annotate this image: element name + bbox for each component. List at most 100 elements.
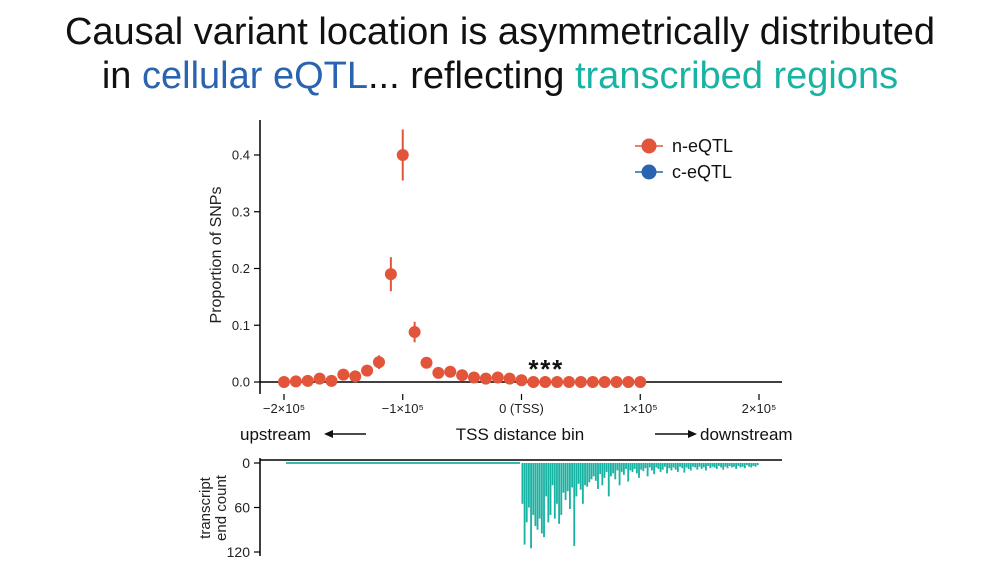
transcript-bar (594, 463, 597, 481)
transcript-bar (575, 463, 578, 497)
n-eqtl-point (479, 372, 492, 385)
n-eqtl-point (456, 369, 469, 382)
transcript-bar (720, 463, 722, 468)
n-eqtl-point (432, 366, 445, 379)
transcript-bar (571, 463, 573, 488)
transcript-bars (521, 463, 759, 549)
transcript-bar (707, 463, 710, 466)
transcript-bar (599, 463, 602, 475)
n-eqtl-point (361, 364, 374, 377)
transcript-bar (681, 463, 684, 469)
x-tick-label: 1×10⁵ (623, 401, 658, 416)
transcript-bar (549, 463, 552, 515)
transcript-bar (577, 463, 580, 484)
n-eqtl-point (444, 365, 457, 378)
transcript-bar (679, 463, 681, 467)
transcript-bar (655, 463, 658, 468)
transcript-bar (737, 463, 740, 466)
transcript-bar (705, 463, 707, 471)
transcript-bar (525, 463, 528, 523)
y-tick-label: 0.2 (232, 261, 250, 276)
transcript-bar (586, 463, 589, 487)
transcript-bar (543, 463, 545, 538)
transcript-bar (603, 463, 606, 478)
x-tick-label: −1×10⁵ (382, 401, 424, 416)
x-ticks: −2×10⁵ −1×10⁵ 0 (TSS) 1×10⁵ 2×10⁵ (263, 394, 776, 416)
n-eqtl-point (598, 376, 611, 388)
n-eqtl-point (373, 356, 385, 369)
legend-label-n-eqtl: n-eQTL (672, 136, 733, 156)
transcript-bar (607, 463, 610, 497)
transcript-bar (735, 463, 738, 469)
transcript-bar (653, 463, 656, 475)
transcript-bar (545, 463, 548, 497)
transcript-bar (560, 463, 563, 515)
transcript-bar (569, 463, 571, 509)
transcript-bar (724, 463, 727, 467)
transcript-bar (668, 463, 671, 469)
n-eqtl-point (408, 326, 421, 339)
transcript-bar (743, 463, 746, 469)
transcript-bar (702, 463, 705, 468)
transcript-bar (625, 463, 627, 469)
n-eqtl-point (610, 376, 623, 388)
significance-asterisk: * (540, 354, 551, 384)
transcript-bar (618, 463, 621, 486)
n-eqtl-point (622, 376, 635, 388)
transcript-bar (657, 463, 660, 469)
y-tick-label: 0.4 (232, 148, 250, 163)
transcript-bar (558, 463, 561, 524)
legend: n-eQTL c-eQTL (635, 136, 733, 182)
transcript-bar (685, 463, 688, 468)
legend-item-n-eqtl: n-eQTL (635, 136, 733, 156)
transcript-bar (620, 463, 623, 472)
transcript-bar (750, 463, 753, 468)
transcript-bar (672, 463, 675, 468)
transcript-bar (534, 463, 537, 527)
transcript-bar (627, 463, 630, 482)
transcript-bar (635, 463, 638, 474)
transcript-bar (584, 463, 586, 486)
transcript-bar (670, 463, 673, 471)
transcript-bar (562, 463, 565, 493)
n-eqtl-point (468, 371, 480, 384)
n-eqtl-point (278, 376, 290, 388)
transcript-bar (689, 463, 692, 471)
n-eqtl-point (634, 376, 647, 388)
n-eqtl-point (420, 356, 433, 369)
transcript-bar (746, 463, 748, 466)
transcript-bar (597, 463, 599, 489)
n-eqtl-point (384, 268, 397, 281)
transcript-bar (756, 463, 759, 466)
significance-markers: * * * (528, 354, 563, 384)
n-eqtl-point (586, 376, 599, 388)
n-eqtl-point (563, 376, 575, 388)
transcript-y-ticks: 0 60 120 (227, 455, 260, 560)
transcript-bar (666, 463, 668, 474)
transcript-bar (573, 463, 576, 547)
transcript-bar (638, 463, 640, 478)
y-tick-label: 0.3 (232, 204, 250, 219)
transcript-y-tick-label: 0 (242, 455, 250, 471)
transcript-bar (581, 463, 584, 504)
transcript-bar (733, 463, 735, 467)
transcript-bar (523, 463, 526, 545)
transcript-bar (579, 463, 582, 490)
legend-marker-c-eqtl (641, 164, 657, 180)
transcript-bar (610, 463, 612, 477)
n-eqtl-point (574, 376, 587, 388)
transcript-bar (605, 463, 608, 472)
transcript-bar (547, 463, 550, 523)
x-tick-label: 2×10⁵ (742, 401, 777, 416)
transcript-bar (717, 463, 720, 466)
transcript-bar (661, 463, 664, 470)
upstream-arrow-icon (324, 430, 366, 438)
n-eqtl-point (491, 371, 504, 384)
transcript-bar (715, 463, 718, 469)
transcript-bar (536, 463, 539, 530)
transcript-bar (646, 463, 649, 477)
transcript-bar (553, 463, 556, 519)
n-eqtl-point (551, 376, 564, 388)
title-prefix: in (101, 55, 142, 97)
